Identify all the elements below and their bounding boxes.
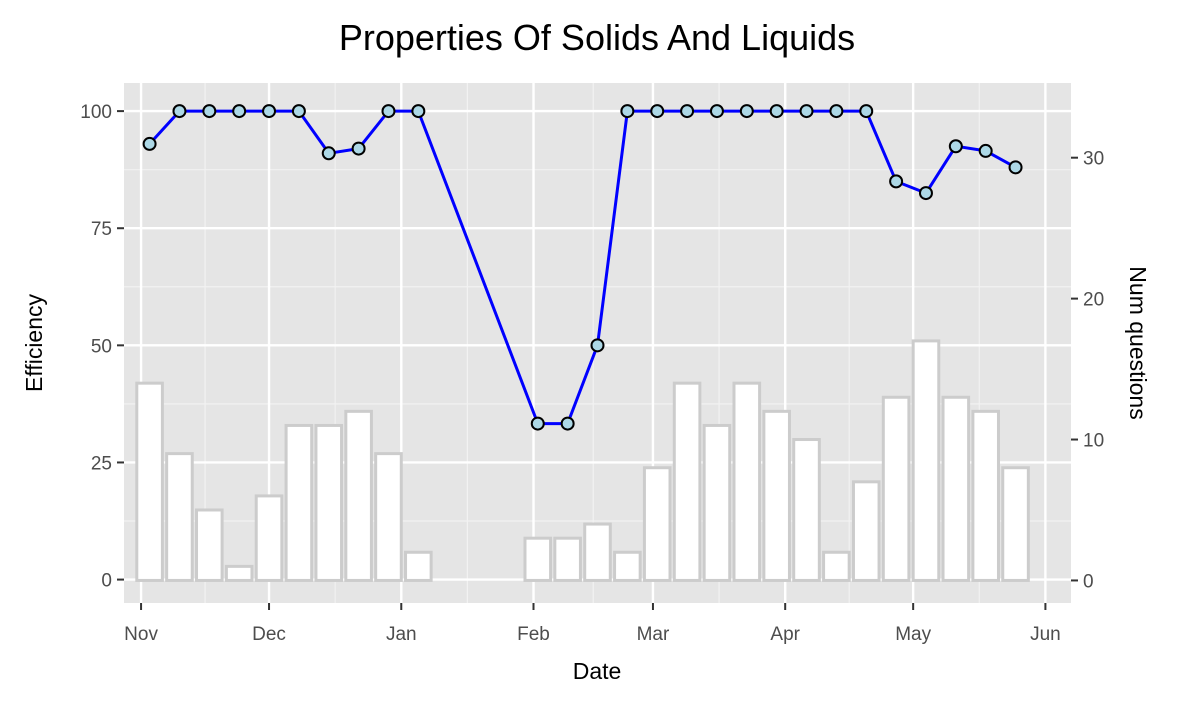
x-tick-label: May: [895, 624, 931, 645]
data-point: [948, 139, 963, 154]
bar: [1001, 466, 1030, 582]
bar: [165, 452, 194, 582]
bar: [553, 536, 582, 582]
bar: [911, 339, 941, 582]
bar: [851, 480, 881, 582]
bar: [672, 381, 702, 582]
x-tick-label: Mar: [637, 624, 670, 645]
bar: [583, 522, 612, 582]
bar: [135, 381, 164, 582]
data-point: [590, 338, 605, 353]
data-point: [769, 104, 784, 119]
data-point: [411, 104, 426, 119]
bar: [613, 550, 642, 582]
bar: [195, 508, 224, 582]
x-tick-label: Feb: [517, 624, 550, 645]
chart-title: Properties Of Solids And Liquids: [339, 17, 855, 58]
y2-tick-label: 10: [1083, 431, 1104, 452]
bar: [702, 423, 732, 582]
data-point: [530, 416, 545, 431]
y-axis-title: Efficiency: [21, 293, 47, 392]
bar: [374, 452, 403, 582]
x-tick-label: Dec: [252, 624, 286, 645]
data-point: [799, 104, 814, 119]
data-point: [291, 104, 306, 119]
data-point: [978, 143, 993, 158]
y-tick-label: 100: [80, 102, 112, 123]
bar: [971, 409, 1000, 582]
data-point: [918, 186, 933, 201]
y-tick-label: 25: [91, 453, 112, 474]
bar: [792, 438, 821, 582]
data-point: [232, 104, 247, 119]
y2-tick-label: 20: [1083, 290, 1104, 311]
bar: [642, 466, 672, 582]
data-point: [709, 104, 724, 119]
y2-tick-label: 0: [1083, 571, 1094, 592]
data-point: [351, 141, 366, 156]
data-point: [142, 136, 157, 151]
bar: [344, 409, 373, 582]
data-point: [739, 104, 754, 119]
y2-tick-label: 30: [1083, 149, 1104, 170]
y-tick-label: 0: [101, 571, 112, 592]
bar: [822, 550, 851, 582]
y-tick-label: 75: [91, 219, 112, 240]
bar: [881, 395, 911, 582]
bar: [314, 423, 344, 582]
data-point: [829, 104, 844, 119]
bar: [404, 550, 433, 582]
bar: [732, 381, 762, 582]
data-point: [680, 104, 695, 119]
x-tick-label: Jun: [1030, 624, 1061, 645]
bar: [523, 536, 553, 582]
x-tick-label: Nov: [124, 624, 158, 645]
x-tick-label: Apr: [770, 624, 800, 645]
bar-series: [135, 339, 1030, 582]
bar: [224, 564, 254, 582]
bar: [284, 423, 314, 582]
y-tick-label: 50: [91, 336, 112, 357]
data-point: [262, 104, 277, 119]
x-axis-title: Date: [573, 658, 622, 684]
data-point: [650, 104, 665, 119]
data-point: [321, 146, 336, 161]
bar: [254, 494, 284, 582]
data-point: [560, 416, 575, 431]
y2-axis-title: Num questions: [1125, 266, 1151, 419]
data-point: [889, 174, 904, 189]
bar: [762, 409, 791, 582]
data-point: [620, 104, 635, 119]
data-point: [1008, 160, 1023, 175]
data-point: [859, 104, 874, 119]
data-point: [172, 104, 187, 119]
x-tick-label: Jan: [386, 624, 417, 645]
data-point: [202, 104, 217, 119]
axes: Nov Dec Jan Feb Mar Apr May Jun 0 25 50 75 100 0 10 20 3…: [80, 102, 1104, 645]
efficiency-points: [142, 104, 1023, 431]
data-point: [381, 104, 396, 119]
bar: [941, 395, 971, 582]
